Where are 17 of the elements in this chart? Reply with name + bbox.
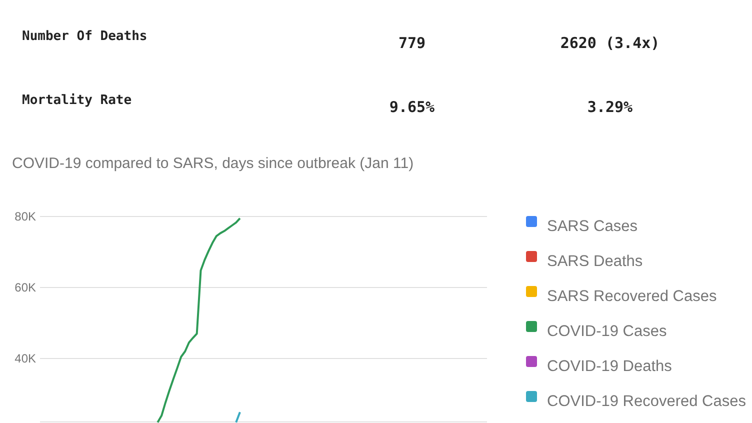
line-series <box>156 217 241 423</box>
text: 9.65% <box>389 98 435 116</box>
legend-label: COVID-19 Deaths <box>547 358 672 375</box>
chart-title: COVID-19 compared to SARS, days since outbreak (Jan 11) <box>12 155 414 172</box>
legend-label: SARS Cases <box>547 218 638 235</box>
text: 2620 (3.4x) <box>560 34 660 52</box>
text: Mortality Rate <box>22 93 132 108</box>
legend-label: COVID-19 Cases <box>547 323 667 340</box>
text: 3.29% <box>587 98 633 116</box>
legend-label: SARS Deaths <box>547 253 643 270</box>
text: 779 <box>398 34 426 52</box>
y-tick-label: 60K <box>14 280 36 294</box>
legend-label: COVID-19 Recovered Cases <box>547 393 746 410</box>
legend-label: SARS Recovered Cases <box>547 288 717 305</box>
y-tick-label: 40K <box>14 351 36 366</box>
y-tick-label: 80K <box>14 209 36 224</box>
text: Number Of Deaths <box>22 29 148 44</box>
